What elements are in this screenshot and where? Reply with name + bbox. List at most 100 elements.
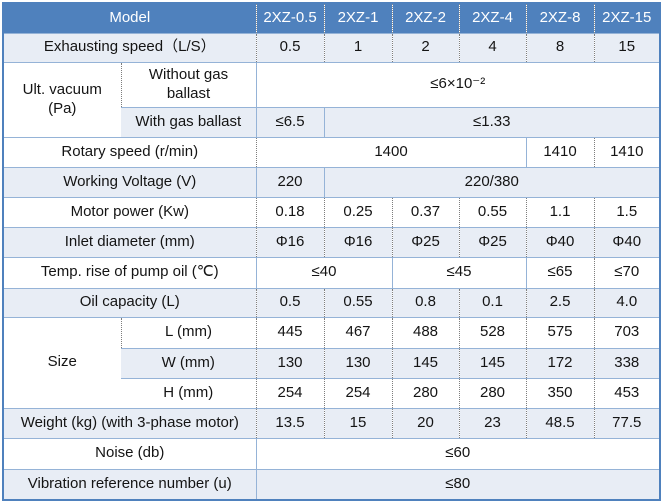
row-label: Exhausting speed（L/S） bbox=[3, 32, 257, 62]
value-cell: 0.18 bbox=[255, 196, 325, 227]
value-cell: 1400 bbox=[255, 136, 527, 167]
value-cell: 1.5 bbox=[593, 196, 660, 227]
value-cell: 220/380 bbox=[323, 166, 660, 197]
value-cell: ≤70 bbox=[593, 256, 660, 288]
row-label: Motor power (Kw) bbox=[3, 196, 257, 227]
value-cell: 703 bbox=[593, 316, 660, 348]
group-label: Ult. vacuum (Pa) bbox=[3, 61, 121, 137]
row-label: Inlet diameter (mm) bbox=[3, 226, 257, 257]
value-cell: ≤80 bbox=[255, 468, 660, 500]
value-cell: 2 bbox=[391, 32, 460, 62]
value-cell: 280 bbox=[391, 377, 460, 408]
value-cell: 0.37 bbox=[391, 196, 460, 227]
value-cell: 2.5 bbox=[525, 287, 595, 317]
value-cell: 145 bbox=[391, 347, 460, 378]
value-cell: 445 bbox=[255, 316, 325, 348]
value-cell: 1410 bbox=[593, 136, 660, 167]
value-cell: ≤6×10⁻² bbox=[255, 61, 660, 107]
value-cell: Φ16 bbox=[255, 226, 325, 257]
value-cell: 23 bbox=[458, 407, 527, 438]
value-cell: ≤40 bbox=[255, 256, 393, 288]
value-cell: 20 bbox=[391, 407, 460, 438]
value-cell: 0.5 bbox=[255, 32, 325, 62]
noise-row: Noise (db) ≤60 bbox=[3, 437, 660, 469]
column-header: 2XZ-0.5 bbox=[255, 3, 325, 33]
value-cell: 130 bbox=[255, 347, 325, 378]
row-label: Rotary speed (r/min) bbox=[3, 136, 257, 167]
value-cell: ≤1.33 bbox=[323, 106, 660, 137]
value-cell: 254 bbox=[323, 377, 393, 408]
value-cell: 488 bbox=[391, 316, 460, 348]
ult-vacuum-without-gas-ballast-row: Ult. vacuum (Pa) Without gas ballast ≤6×10… bbox=[3, 61, 660, 137]
value-cell: 338 bbox=[593, 347, 660, 378]
value-cell: 528 bbox=[458, 316, 527, 348]
value-cell: ≤60 bbox=[255, 437, 660, 469]
value-cell: 220 bbox=[255, 166, 325, 197]
value-cell: 0.5 bbox=[255, 287, 325, 317]
value-cell: 1 bbox=[323, 32, 393, 62]
value-cell: 0.1 bbox=[458, 287, 527, 317]
size-w-row: W (mm) 130 130 145 145 172 338 bbox=[3, 347, 660, 378]
value-cell: 0.8 bbox=[391, 287, 460, 317]
value-cell: ≤65 bbox=[525, 256, 595, 288]
sub-label: H (mm) bbox=[121, 377, 257, 408]
model-header-row: Model 2XZ-0.5 2XZ-1 2XZ-2 2XZ-4 2XZ-8 2XZ-15 bbox=[3, 3, 660, 33]
value-cell: 0.55 bbox=[323, 287, 393, 317]
value-cell: 1410 bbox=[525, 136, 595, 167]
value-cell: 145 bbox=[458, 347, 527, 378]
vibration-reference-number-row: Vibration reference number (u) ≤80 bbox=[3, 468, 660, 500]
value-cell: Φ25 bbox=[391, 226, 460, 257]
working-voltage-row: Working Voltage (V) 220 220/380 bbox=[3, 166, 660, 197]
value-cell: 4 bbox=[458, 32, 527, 62]
ult-vacuum-with-gas-ballast-row: With gas ballast ≤6.5 ≤1.33 bbox=[3, 106, 660, 137]
value-cell: Φ25 bbox=[458, 226, 527, 257]
column-header: 2XZ-2 bbox=[391, 3, 460, 33]
value-cell: ≤6.5 bbox=[255, 106, 325, 137]
row-label: Noise (db) bbox=[3, 437, 257, 469]
value-cell: 15 bbox=[593, 32, 660, 62]
value-cell: 13.5 bbox=[255, 407, 325, 438]
row-label: Oil capacity (L) bbox=[3, 287, 257, 317]
rotary-speed-row: Rotary speed (r/min) 1400 1410 1410 bbox=[3, 136, 660, 167]
value-cell: 575 bbox=[525, 316, 595, 348]
row-label: Vibration reference number (u) bbox=[3, 468, 257, 500]
value-cell: 1.1 bbox=[525, 196, 595, 227]
value-cell: 0.55 bbox=[458, 196, 527, 227]
value-cell: 467 bbox=[323, 316, 393, 348]
row-label: Working Voltage (V) bbox=[3, 166, 257, 197]
spec-table-body: Model 2XZ-0.5 2XZ-1 2XZ-2 2XZ-4 2XZ-8 2XZ-15 Ex… bbox=[3, 3, 660, 500]
value-cell: 4.0 bbox=[593, 287, 660, 317]
column-header: 2XZ-4 bbox=[458, 3, 527, 33]
sub-label: L (mm) bbox=[120, 316, 257, 348]
value-cell: 280 bbox=[458, 377, 527, 408]
sub-label: With gas ballast bbox=[121, 106, 257, 137]
value-cell: 48.5 bbox=[525, 407, 595, 438]
temp-rise-of-pump-oil-row: Temp. rise of pump oil (℃) ≤40 ≤45 ≤65 ≤70 bbox=[3, 256, 660, 288]
column-header: 2XZ-8 bbox=[525, 3, 595, 33]
column-header: 2XZ-15 bbox=[593, 3, 660, 33]
sub-label: W (mm) bbox=[121, 347, 257, 378]
value-cell: 8 bbox=[525, 32, 595, 62]
value-cell: ≤45 bbox=[391, 256, 527, 288]
value-cell: 15 bbox=[323, 407, 393, 438]
inlet-diameter-row: Inlet diameter (mm) Φ16 Φ16 Φ25 Φ25 Φ40 Φ40 bbox=[3, 226, 660, 257]
value-cell: 0.25 bbox=[323, 196, 393, 227]
value-cell: 453 bbox=[593, 377, 660, 408]
motor-power-row: Motor power (Kw) 0.18 0.25 0.37 0.55 1.1 1.5 bbox=[3, 196, 660, 227]
oil-capacity-row: Oil capacity (L) 0.5 0.55 0.8 0.1 2.5 4.0 bbox=[3, 287, 660, 317]
value-cell: 172 bbox=[525, 347, 595, 378]
model-header-cell: Model bbox=[3, 3, 257, 33]
value-cell: Φ40 bbox=[593, 226, 660, 257]
value-cell: 130 bbox=[323, 347, 393, 378]
value-cell: Φ40 bbox=[525, 226, 595, 257]
row-label: Temp. rise of pump oil (℃) bbox=[3, 256, 257, 288]
value-cell: Φ16 bbox=[323, 226, 393, 257]
group-label: Size bbox=[3, 316, 121, 408]
row-label: Weight (kg) (with 3-phase motor) bbox=[3, 407, 257, 438]
column-header: 2XZ-1 bbox=[323, 3, 393, 33]
value-cell: 350 bbox=[525, 377, 595, 408]
value-cell: 254 bbox=[255, 377, 325, 408]
sub-label: Without gas ballast bbox=[120, 61, 257, 107]
